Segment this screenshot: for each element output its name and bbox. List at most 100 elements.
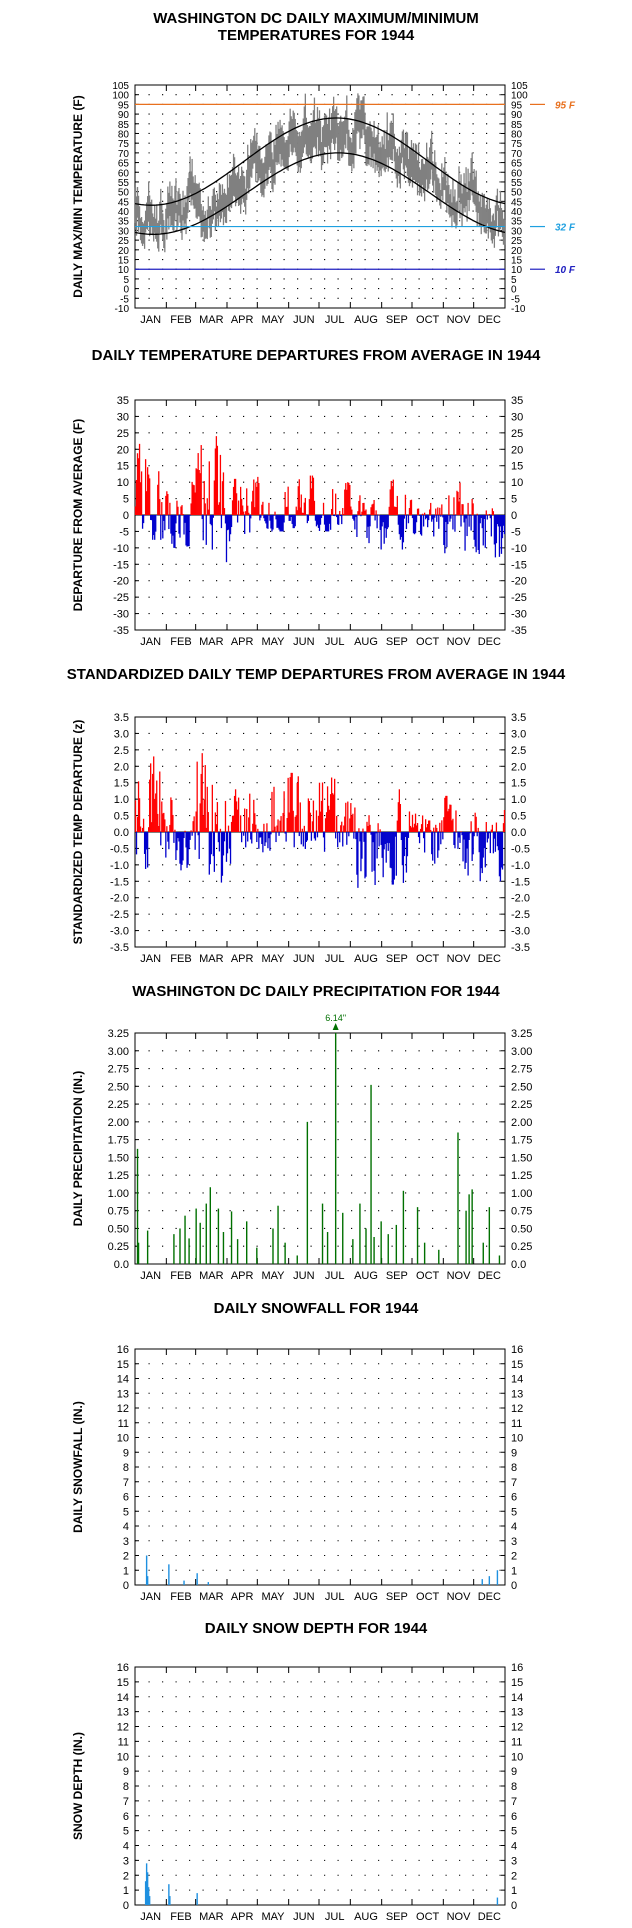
y-tick-label-left: 0.75	[108, 1206, 129, 1218]
y-tick-label-left: 2.00	[108, 1117, 129, 1129]
y-tick-label-right: -25	[511, 592, 527, 604]
y-tick-label-right: 1.75	[511, 1135, 532, 1147]
y-tick-label-left: 60	[118, 168, 130, 179]
y-tick-label-right: -10	[511, 543, 527, 555]
y-axis-label: STANDARDIZED TEMP DEPARTURE (z)	[71, 720, 85, 945]
x-month-label: AUG	[354, 314, 378, 326]
y-tick-label-left: 0.25	[108, 1241, 129, 1253]
y-axis-label: DEPARTURE FROM AVERAGE (F)	[71, 419, 85, 611]
y-tick-label-left: 3	[123, 1855, 129, 1867]
x-month-label: JUN	[293, 314, 314, 326]
y-tick-label-right: 95	[511, 100, 523, 111]
y-tick-label-right: 4	[511, 1521, 517, 1533]
y-tick-label-right: 13	[511, 1388, 523, 1400]
x-month-label: JUL	[325, 1591, 345, 1603]
y-tick-label-left: 1.25	[108, 1170, 129, 1182]
y-tick-label-right: 0	[511, 510, 517, 522]
y-tick-label-right: 35	[511, 395, 523, 407]
y-tick-label-right: 3.5	[511, 712, 526, 724]
y-tick-label-left: 1.0	[114, 794, 129, 806]
plot-frame	[134, 1032, 506, 1265]
temp-panel: WASHINGTON DC DAILY MAXIMUM/MINIMUM TEMP…	[0, 0, 632, 326]
y-tick-label-left: 0	[123, 510, 129, 522]
departure-chart: -35 -35 -30 -30 -25 -25 -20 -20 -15 -15 -10 -10 -5 -5…	[71, 395, 527, 648]
y-tick-label-left: -10	[115, 304, 130, 315]
y-tick-label-right: 15	[511, 461, 523, 473]
y-tick-label-right: 2.5	[511, 745, 526, 757]
y-tick-label-left: -5	[119, 526, 129, 538]
x-month-label: JUN	[293, 636, 314, 648]
y-tick-label-left: 6	[123, 1492, 129, 1504]
temp-title-line2: TEMPERATURES FOR 1944	[217, 27, 415, 44]
y-tick-label-right: 10	[511, 1433, 523, 1445]
y-tick-label-left: 8	[123, 1462, 129, 1474]
y-tick-label-right: 3	[511, 1855, 517, 1867]
y-tick-label-right: 0.0	[511, 827, 526, 839]
y-tick-label-left: 40	[118, 207, 130, 218]
x-month-label: FEB	[170, 1591, 191, 1603]
x-month-label: AUG	[354, 1911, 378, 1923]
y-tick-label-left: -15	[113, 559, 129, 571]
y-tick-label-right: 85	[511, 120, 523, 131]
x-month-label: APR	[231, 1270, 254, 1282]
y-tick-label-left: 65	[118, 159, 130, 170]
y-tick-label-right: 2.75	[511, 1064, 532, 1076]
x-month-label: JAN	[140, 953, 161, 965]
y-tick-label-right: 12	[511, 1403, 523, 1415]
x-month-label: FEB	[170, 636, 191, 648]
y-tick-label-left: 3.25	[108, 1028, 129, 1040]
y-tick-label-right: -20	[511, 576, 527, 588]
y-tick-label-right: 3.25	[511, 1028, 532, 1040]
x-month-label: DEC	[478, 1591, 501, 1603]
x-month-label: FEB	[170, 953, 191, 965]
snowfall-title: DAILY SNOWFALL FOR 1944	[213, 1300, 419, 1317]
y-tick-label-left: 5	[123, 494, 129, 506]
y-tick-label-left: 0.50	[108, 1223, 129, 1235]
y-tick-label-right: 15	[511, 1359, 523, 1371]
y-tick-label-left: 10	[117, 1751, 129, 1763]
y-tick-label-right: 3.0	[511, 728, 526, 740]
x-month-label: NOV	[447, 953, 472, 965]
y-tick-label-left: 75	[118, 139, 130, 150]
y-tick-label-left: 5	[123, 1506, 129, 1518]
y-tick-label-right: 0	[511, 285, 517, 296]
y-tick-label-right: 25	[511, 236, 523, 247]
y-tick-label-right: 14	[511, 1374, 523, 1386]
y-tick-label-right: 7	[511, 1477, 517, 1489]
x-month-label: NOV	[447, 1591, 472, 1603]
y-tick-label-right: 5	[511, 1506, 517, 1518]
y-tick-label-right: 0	[511, 1900, 517, 1912]
x-month-label: JAN	[140, 1591, 161, 1603]
y-tick-label-left: 13	[117, 1388, 129, 1400]
y-tick-label-left: 15	[117, 1677, 129, 1689]
y-tick-label-right: 2	[511, 1870, 517, 1882]
y-tick-label-left: 100	[112, 91, 129, 102]
x-month-label: DEC	[478, 1270, 501, 1282]
y-tick-label-right: 14	[511, 1692, 523, 1704]
y-tick-label-left: 3.0	[114, 728, 129, 740]
y-tick-label-right: -5	[511, 526, 521, 538]
y-tick-label-left: 1.5	[114, 778, 129, 790]
y-tick-label-left: 16	[117, 1344, 129, 1356]
x-month-label: MAR	[199, 1270, 224, 1282]
y-tick-label-left: -30	[113, 609, 129, 621]
x-month-label: AUG	[354, 1270, 378, 1282]
y-tick-label-right: 11	[511, 1736, 522, 1748]
overflow-arrow	[332, 1023, 339, 1030]
y-tick-label-left: 20	[117, 444, 129, 456]
y-tick-label-left: 45	[118, 197, 130, 208]
plot-frame	[134, 1666, 506, 1906]
y-tick-label-left: -1.0	[110, 860, 129, 872]
x-month-label: MAR	[199, 636, 224, 648]
x-month-label: DEC	[478, 1911, 501, 1923]
x-month-label: SEP	[386, 636, 408, 648]
y-tick-label-right: 8	[511, 1462, 517, 1474]
y-tick-label-right: 1	[511, 1565, 517, 1577]
x-month-label: OCT	[416, 1270, 440, 1282]
y-tick-label-left: 90	[118, 110, 130, 121]
y-tick-label-left: -20	[113, 576, 129, 588]
y-tick-label-right: 3.00	[511, 1046, 532, 1058]
x-month-label: FEB	[170, 1270, 191, 1282]
